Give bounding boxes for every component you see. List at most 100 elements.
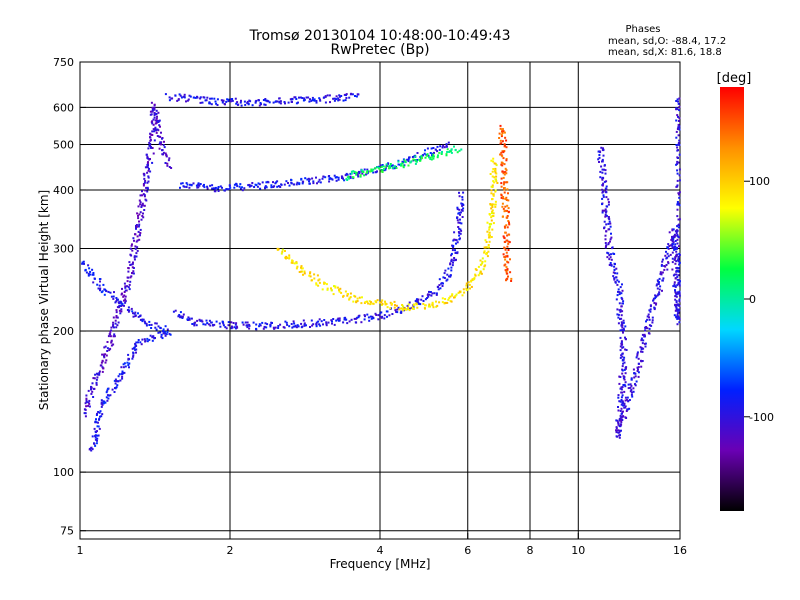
- phase-point: [678, 196, 681, 199]
- phase-point: [676, 313, 679, 316]
- phase-point: [221, 101, 224, 104]
- phase-point: [416, 300, 419, 303]
- phase-point: [179, 94, 182, 97]
- phase-point: [503, 173, 506, 176]
- phase-point: [88, 405, 91, 408]
- phase-point: [339, 287, 342, 290]
- phase-point: [124, 289, 127, 292]
- phase-point: [112, 335, 115, 338]
- phase-point: [98, 373, 101, 376]
- phase-point: [615, 419, 618, 422]
- phase-point: [619, 345, 622, 348]
- phase-point: [450, 148, 453, 151]
- phase-point: [154, 322, 157, 325]
- phase-point: [320, 320, 323, 323]
- phase-point: [419, 156, 422, 158]
- phase-point: [449, 263, 452, 266]
- phase-point: [84, 415, 87, 418]
- phase-point: [613, 278, 616, 281]
- phase-point: [487, 250, 490, 253]
- phase-point: [414, 300, 417, 302]
- phase-point: [216, 98, 219, 101]
- phase-point: [131, 272, 134, 275]
- phase-point: [370, 301, 372, 304]
- phase-point: [614, 272, 616, 275]
- phase-point: [262, 99, 265, 101]
- phase-point: [118, 373, 121, 376]
- phase-point: [506, 188, 509, 191]
- phase-point: [490, 185, 493, 188]
- phase-point: [465, 282, 468, 285]
- phase-point: [212, 187, 215, 190]
- phase-point: [212, 324, 214, 326]
- phase-point: [506, 268, 509, 271]
- phase-point: [601, 178, 604, 181]
- phase-point: [654, 296, 657, 298]
- phase-point: [97, 421, 99, 424]
- phase-point: [613, 265, 616, 268]
- phase-point: [344, 318, 347, 321]
- phase-point: [407, 308, 410, 310]
- phase-point: [621, 365, 624, 368]
- phase-point: [649, 308, 652, 311]
- phase-point: [302, 273, 304, 276]
- phase-point: [388, 314, 391, 317]
- phase-point: [636, 354, 639, 357]
- phase-point: [479, 259, 482, 262]
- phase-point: [324, 95, 327, 98]
- phase-point: [678, 284, 681, 287]
- phase-point: [100, 402, 103, 405]
- phase-point: [491, 198, 493, 201]
- stats-line-o: mean, sd,O: -88.4, 17.2: [608, 36, 726, 47]
- phase-point: [146, 166, 149, 169]
- phase-point: [600, 165, 603, 168]
- phase-point: [129, 280, 132, 283]
- phase-point: [312, 180, 315, 183]
- phase-point: [499, 124, 502, 127]
- phase-point: [222, 99, 225, 102]
- phase-point: [460, 211, 462, 214]
- phase-point: [356, 93, 359, 96]
- phase-point: [151, 147, 154, 149]
- x-tick-label: 8: [527, 544, 534, 557]
- phase-point: [300, 178, 303, 181]
- phase-point: [657, 293, 660, 296]
- phase-point: [634, 375, 637, 378]
- phase-point: [188, 317, 191, 320]
- phase-point: [88, 448, 91, 451]
- phase-point: [306, 178, 309, 181]
- stats-line-x: mean, sd,X: 81.6, 18.8: [608, 47, 722, 58]
- phase-point: [279, 186, 282, 188]
- phase-point: [116, 384, 119, 387]
- phase-point: [450, 254, 453, 257]
- phase-point: [650, 324, 653, 327]
- phase-point: [106, 387, 109, 390]
- phase-point: [438, 151, 441, 154]
- phase-point: [507, 210, 510, 213]
- phase-point: [503, 246, 506, 249]
- phase-point: [648, 324, 651, 327]
- phase-point: [504, 248, 507, 251]
- phase-point: [451, 293, 454, 296]
- phase-point: [457, 231, 460, 233]
- phase-point: [303, 270, 306, 273]
- phase-point: [134, 311, 137, 314]
- phase-point: [178, 314, 181, 316]
- phase-point: [112, 316, 115, 319]
- phase-point: [145, 199, 148, 202]
- phase-point: [457, 226, 460, 228]
- phase-point: [677, 315, 679, 318]
- phase-point: [490, 192, 493, 195]
- phase-point: [168, 157, 171, 160]
- phase-point: [222, 324, 225, 327]
- phase-point: [677, 123, 680, 126]
- phase-point: [249, 185, 252, 188]
- phase-point: [607, 203, 610, 206]
- phase-point: [406, 304, 409, 307]
- phase-point: [279, 100, 282, 103]
- phase-point: [440, 153, 443, 155]
- phase-point: [642, 339, 645, 342]
- phase-point: [675, 232, 678, 234]
- phase-point: [634, 372, 637, 375]
